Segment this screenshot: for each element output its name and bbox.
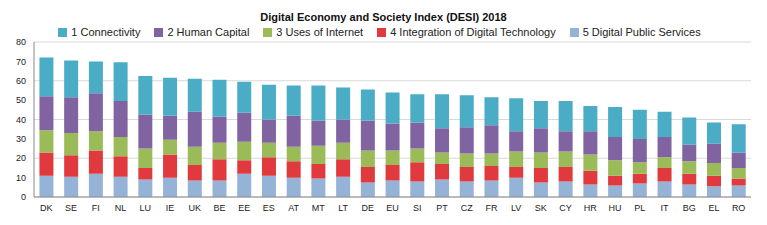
svg-text:EU: EU <box>386 203 399 213</box>
svg-text:BE: BE <box>213 203 225 213</box>
svg-text:50: 50 <box>16 95 26 105</box>
svg-text:FR: FR <box>485 203 497 213</box>
svg-text:SI: SI <box>413 203 422 213</box>
svg-text:40: 40 <box>16 115 26 125</box>
html-text:5 Digital Public Services: 5 Digital Public Services <box>582 26 701 38</box>
svg-text:IT: IT <box>660 203 669 213</box>
svg-text:PL: PL <box>634 203 645 213</box>
svg-text:10: 10 <box>16 173 26 183</box>
svg-text:HU: HU <box>609 203 622 213</box>
svg-text:0: 0 <box>21 192 26 202</box>
svg-text:60: 60 <box>16 76 26 86</box>
html-text:Digital Economy and Society In: Digital Economy and Society Index (DESI)… <box>260 11 507 23</box>
svg-text:SE: SE <box>65 203 77 213</box>
svg-text:70: 70 <box>16 57 26 67</box>
svg-text:PT: PT <box>436 203 448 213</box>
svg-text:IE: IE <box>166 203 175 213</box>
svg-text:LT: LT <box>338 203 348 213</box>
svg-text:SK: SK <box>535 203 547 213</box>
svg-text:FI: FI <box>92 203 100 213</box>
svg-text:LU: LU <box>140 203 152 213</box>
svg-text:MT: MT <box>312 203 325 213</box>
svg-text:EL: EL <box>708 203 719 213</box>
svg-text:80: 80 <box>16 37 26 47</box>
html-text:3 Uses of Internet: 3 Uses of Internet <box>276 26 364 38</box>
svg-text:UK: UK <box>188 203 201 213</box>
svg-text:AT: AT <box>288 203 299 213</box>
svg-text:CY: CY <box>559 203 572 213</box>
svg-text:DK: DK <box>40 203 53 213</box>
svg-text:NL: NL <box>115 203 127 213</box>
svg-text:DE: DE <box>362 203 375 213</box>
svg-text:HR: HR <box>584 203 597 213</box>
svg-text:BG: BG <box>683 203 696 213</box>
svg-text:ES: ES <box>263 203 275 213</box>
svg-text:20: 20 <box>16 153 26 163</box>
svg-text:LV: LV <box>511 203 521 213</box>
svg-text:CZ: CZ <box>461 203 473 213</box>
svg-text:EE: EE <box>238 203 250 213</box>
html-text:2 Human Capital: 2 Human Capital <box>167 26 250 38</box>
svg-text:RO: RO <box>732 203 746 213</box>
html-text:1 Connectivity: 1 Connectivity <box>71 26 141 38</box>
svg-text:30: 30 <box>16 134 26 144</box>
html-text:4 Integration of Digital Techn: 4 Integration of Digital Technology <box>390 26 556 38</box>
